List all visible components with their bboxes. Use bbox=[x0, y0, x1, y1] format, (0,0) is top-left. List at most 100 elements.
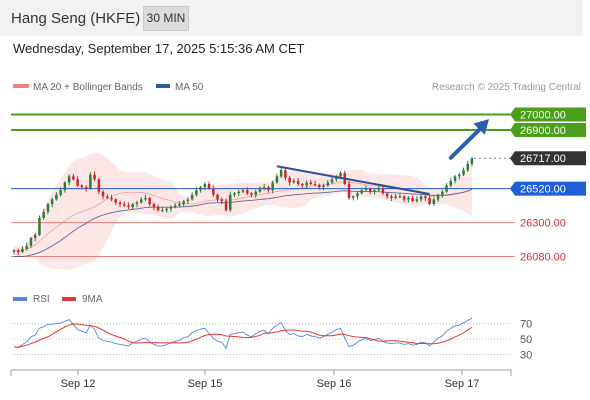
candle-body bbox=[432, 199, 436, 204]
chart-header: Hang Seng (HKFE) 30 MIN bbox=[0, 0, 583, 36]
main-legend: MA 20 + Bollinger Bands MA 50 Research ©… bbox=[13, 82, 581, 93]
candle-body bbox=[411, 197, 414, 201]
candle-body bbox=[339, 173, 342, 177]
candle-body bbox=[250, 193, 253, 195]
candle-body bbox=[89, 174, 92, 189]
ma20-legend-label: MA 20 + Bollinger Bands bbox=[33, 82, 143, 93]
candle-body bbox=[63, 182, 67, 191]
candle-body bbox=[398, 196, 402, 198]
candle-body bbox=[216, 194, 219, 200]
candle-body bbox=[445, 185, 448, 192]
candle-body bbox=[233, 193, 236, 195]
candle-body bbox=[12, 250, 16, 252]
ma50-layer bbox=[14, 188, 473, 258]
level-label-box bbox=[510, 107, 586, 122]
candle-body bbox=[29, 238, 33, 246]
x-tick-label: Sep 15 bbox=[188, 378, 223, 390]
candle-body bbox=[148, 197, 151, 205]
candle-body bbox=[207, 184, 211, 189]
level-label-support: 26300.00 bbox=[520, 218, 566, 230]
candle-body bbox=[237, 191, 240, 194]
candle-body bbox=[309, 182, 313, 184]
candle-body bbox=[114, 199, 117, 203]
candle-body bbox=[33, 234, 37, 238]
level-label-current: 26717.00 bbox=[520, 153, 566, 165]
trendline bbox=[276, 165, 430, 196]
rsi-line bbox=[13, 317, 473, 350]
candle-body bbox=[470, 158, 474, 164]
candle-body bbox=[313, 184, 317, 185]
candle-body bbox=[415, 199, 419, 201]
candle-body bbox=[118, 202, 122, 204]
candle-body bbox=[279, 170, 283, 177]
candle-body bbox=[301, 184, 304, 186]
candle-body bbox=[42, 211, 45, 218]
candle-body bbox=[135, 202, 139, 204]
x-axis: Sep 12 Sep 15 Sep 16 Sep 17 bbox=[10, 369, 512, 390]
rsi-panel: 70 50 30 bbox=[11, 317, 532, 361]
x-tick-label: Sep 12 bbox=[61, 378, 96, 390]
candle-body bbox=[161, 210, 164, 212]
candle-body bbox=[288, 177, 291, 183]
x-tick-label: Sep 17 bbox=[445, 378, 480, 390]
candle-body bbox=[364, 188, 368, 191]
candle-body bbox=[296, 180, 300, 184]
candle-body bbox=[453, 176, 457, 181]
candle-body bbox=[394, 196, 397, 198]
candle-body bbox=[199, 187, 202, 191]
candle-body bbox=[318, 184, 321, 188]
instrument-title: Hang Seng (HKFE) bbox=[11, 10, 141, 27]
candle-body bbox=[203, 184, 207, 188]
rsi-tick-label: 50 bbox=[520, 334, 532, 346]
candle-body bbox=[76, 179, 79, 186]
candle-body bbox=[178, 204, 181, 206]
ma50-legend-label: MA 50 bbox=[175, 82, 204, 93]
ma20-legend-swatch bbox=[13, 84, 29, 88]
candle-body bbox=[127, 205, 130, 208]
target-arrow-shaft bbox=[448, 122, 487, 160]
candle-body bbox=[275, 176, 279, 183]
candle-body bbox=[462, 170, 465, 175]
candle-body bbox=[165, 208, 168, 211]
candle-body bbox=[428, 197, 431, 205]
x-tick-label: Sep 16 bbox=[317, 378, 352, 390]
ma50-line bbox=[14, 188, 473, 258]
candle-body bbox=[229, 194, 232, 211]
candle-body bbox=[190, 194, 194, 200]
candle-body bbox=[330, 179, 334, 183]
candle-body bbox=[241, 190, 245, 192]
candle-body bbox=[173, 205, 177, 208]
candle-body bbox=[110, 197, 113, 200]
level-labels: 27000.00 26900.00 26717.00 26520.00 26300.00… bbox=[510, 107, 586, 264]
candle-body bbox=[84, 187, 88, 189]
candle-body bbox=[262, 187, 266, 189]
candle-body bbox=[419, 196, 423, 200]
candle-body bbox=[97, 179, 101, 192]
candle-body bbox=[156, 207, 160, 211]
candle-body bbox=[258, 188, 262, 192]
candle-body bbox=[284, 170, 287, 178]
candle-body bbox=[436, 194, 440, 200]
candle-body bbox=[254, 191, 257, 195]
target-arrow-head bbox=[473, 119, 489, 135]
level-label-resistance: 27000.00 bbox=[520, 110, 566, 122]
candle-body bbox=[246, 190, 249, 194]
rsi-legend-swatch bbox=[13, 297, 27, 301]
timeframe-button[interactable]: 30 MIN bbox=[143, 6, 189, 31]
candle-body bbox=[93, 174, 96, 180]
candle-body bbox=[212, 188, 215, 195]
candle-body bbox=[101, 191, 105, 197]
rsi-tick-label: 30 bbox=[520, 349, 532, 361]
candle-body bbox=[356, 193, 359, 197]
candle-body bbox=[186, 199, 190, 201]
candle-body bbox=[390, 196, 393, 198]
level-label-box bbox=[510, 122, 586, 137]
candle-body bbox=[21, 248, 24, 252]
level-label-resistance: 26900.00 bbox=[520, 125, 566, 137]
candle-body bbox=[131, 204, 134, 208]
candle-body bbox=[182, 201, 185, 205]
candle-body bbox=[424, 196, 427, 198]
rsi-ma-line bbox=[13, 323, 473, 348]
